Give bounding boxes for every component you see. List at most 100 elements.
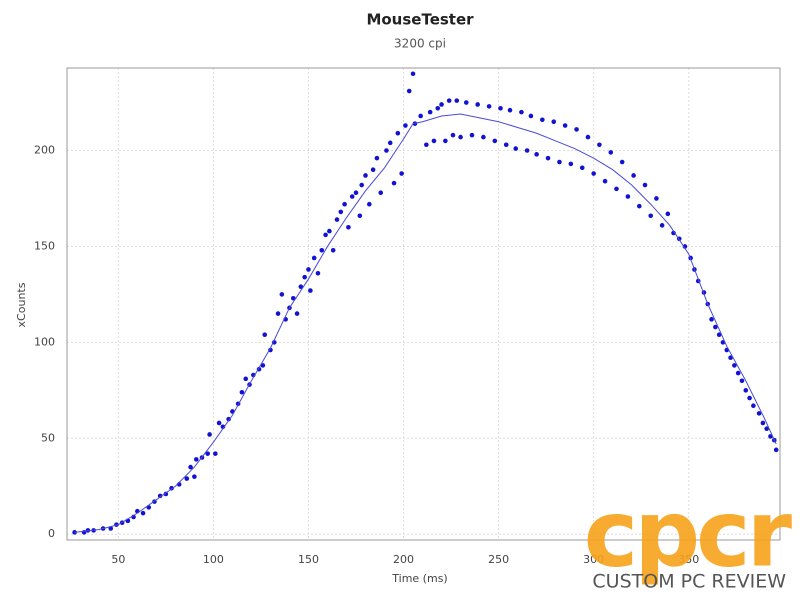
data-point <box>403 123 408 128</box>
data-point <box>728 355 733 361</box>
data-point <box>311 255 317 261</box>
watermark-caption: CUSTOM PC REVIEW <box>592 571 786 593</box>
data-point <box>323 232 328 238</box>
data-point <box>619 159 625 165</box>
data-point <box>486 104 492 109</box>
data-point <box>469 132 475 138</box>
data-point <box>163 491 169 497</box>
data-point <box>709 317 714 322</box>
data-point <box>367 201 372 207</box>
data-point <box>540 117 545 123</box>
data-point <box>534 152 539 157</box>
data-point <box>443 138 448 144</box>
data-point <box>528 113 534 119</box>
data-point <box>557 159 562 165</box>
data-point <box>243 376 249 382</box>
data-point <box>648 213 654 219</box>
data-point <box>682 244 688 249</box>
data-point <box>427 109 433 115</box>
data-point <box>492 138 498 144</box>
data-point <box>298 284 304 290</box>
data-point <box>268 347 273 353</box>
data-line <box>74 113 777 533</box>
data-point <box>306 267 311 272</box>
data-point <box>216 420 222 426</box>
data-point <box>207 432 212 437</box>
data-point <box>732 363 737 368</box>
data-point <box>418 113 423 119</box>
data-point <box>602 178 608 184</box>
data-point <box>751 403 756 408</box>
data-point <box>764 426 769 432</box>
plot-frame <box>66 67 781 541</box>
data-point <box>359 182 365 188</box>
y-tick-label: 100 <box>34 335 55 348</box>
x-tick-label: 150 <box>298 553 319 566</box>
data-point <box>513 146 519 151</box>
y-tick-label: 50 <box>41 431 55 444</box>
data-point <box>370 167 376 172</box>
x-tick-label: 50 <box>111 553 125 566</box>
data-point <box>140 510 146 516</box>
data-point <box>503 142 509 148</box>
data-point <box>498 105 503 111</box>
data-point <box>654 196 659 201</box>
chart-subtitle: 3200 cpi <box>394 37 446 51</box>
data-point <box>439 102 444 107</box>
data-point <box>716 332 722 337</box>
data-point <box>743 388 749 393</box>
data-point <box>507 107 513 113</box>
data-point <box>192 474 197 479</box>
data-point <box>391 180 397 186</box>
data-point <box>279 292 285 297</box>
data-point <box>773 447 779 453</box>
data-point <box>631 173 636 178</box>
chart-title: MouseTester <box>366 11 474 29</box>
data-point <box>435 105 441 111</box>
x-tick-label: 200 <box>393 553 414 566</box>
y-axis-label: xCounts <box>15 282 28 327</box>
data-point <box>454 98 460 103</box>
data-point <box>747 395 752 401</box>
data-point <box>450 132 456 138</box>
data-point <box>579 165 585 171</box>
data-point <box>275 311 281 316</box>
data-point <box>399 171 404 176</box>
data-point <box>349 194 355 199</box>
data-point <box>384 148 389 153</box>
data-point <box>406 88 412 94</box>
data-point <box>637 203 642 209</box>
data-point <box>739 378 745 384</box>
data-point <box>378 190 384 196</box>
x-tick-label: 250 <box>488 553 509 566</box>
data-point <box>363 173 368 178</box>
data-point <box>294 311 300 316</box>
data-point <box>410 71 416 77</box>
data-point <box>545 155 551 161</box>
data-point <box>756 411 762 416</box>
data-point <box>188 464 193 470</box>
x-tick-label: 100 <box>203 553 224 566</box>
data-point <box>193 457 199 462</box>
data-point <box>184 476 190 481</box>
data-point <box>625 194 631 199</box>
y-tick-label: 0 <box>48 527 55 540</box>
data-point <box>334 217 340 222</box>
data-point <box>735 370 741 376</box>
data-point <box>387 140 393 146</box>
data-point <box>213 451 218 456</box>
data-point <box>458 134 463 140</box>
data-point <box>665 211 671 217</box>
data-point <box>481 134 486 140</box>
data-point <box>446 98 452 103</box>
data-point <box>226 416 231 422</box>
data-point <box>353 190 359 196</box>
data-point <box>357 213 363 219</box>
x-tick-label: 300 <box>583 553 604 566</box>
data-point <box>659 223 665 228</box>
y-tick-label: 150 <box>34 239 55 252</box>
data-point <box>475 102 480 107</box>
data-point <box>346 224 351 230</box>
data-point <box>551 119 557 125</box>
